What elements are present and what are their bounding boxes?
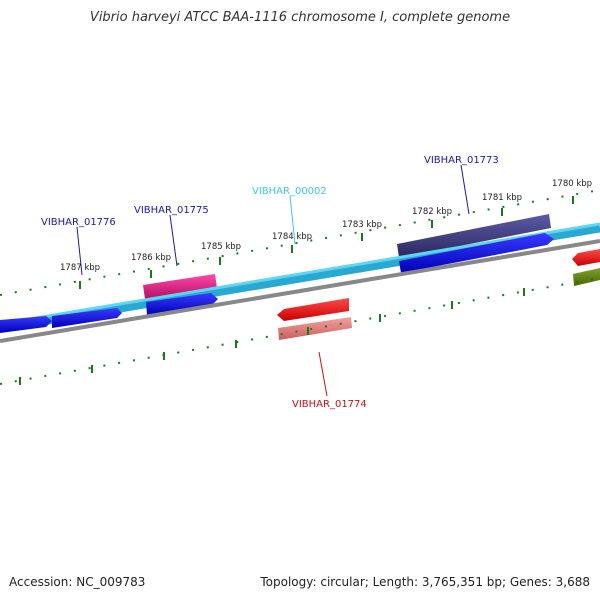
kbp-label: 1784 kbp (272, 232, 312, 242)
gene-callout-vibhar-01774[interactable]: VIBHAR_01774 (292, 351, 367, 410)
olive-feature (573, 268, 600, 286)
trna-feature (143, 274, 217, 299)
gene-callout-vibhar-00002[interactable]: VIBHAR_00002 (252, 186, 327, 245)
kbp-label: 1782 kbp (412, 207, 452, 217)
cds-arrow (52, 308, 122, 328)
kbp-label: 1780 kbp (552, 179, 592, 189)
cds-arrow-reverse (277, 298, 349, 321)
outer-tick-ring (0, 189, 600, 296)
gene-label: VIBHAR_01774 (292, 399, 367, 410)
kbp-label: 1783 kbp (342, 220, 382, 230)
inner-tick-ring (0, 277, 600, 385)
gene-label: VIBHAR_00002 (252, 186, 327, 197)
kbp-label: 1785 kbp (201, 242, 241, 252)
kbp-label: 1781 kbp (482, 193, 522, 203)
gene-callout-vibhar-01776[interactable]: VIBHAR_01776 (41, 217, 116, 276)
genome-summary-text: Topology: circular; Length: 3,765,351 bp… (260, 575, 590, 589)
reverse-cds-track (277, 249, 600, 340)
gene-label: VIBHAR_01776 (41, 217, 116, 228)
gene-label: VIBHAR_01775 (134, 205, 209, 216)
cds-arrow (399, 233, 554, 273)
gene-callout-vibhar-01773[interactable]: VIBHAR_01773 (424, 155, 499, 215)
kbp-labels: 1787 kbp 1786 kbp 1785 kbp 1784 kbp 1783… (60, 179, 592, 273)
accession-text: Accession: NC_009783 (9, 575, 146, 589)
rrna-feature (397, 214, 551, 258)
cds-arrow (0, 316, 52, 333)
kbp-label: 1787 kbp (60, 263, 100, 273)
cds-arrow-reverse (572, 249, 600, 266)
gene-label: VIBHAR_01773 (424, 155, 499, 166)
map-title: Vibrio harveyi ATCC BAA-1116 chromosome … (89, 10, 511, 25)
forward-cds-track (0, 233, 554, 333)
cds-arrow (146, 293, 218, 315)
gc-track (0, 239, 600, 343)
rrna-feature-reverse (278, 317, 352, 340)
kbp-label: 1786 kbp (131, 253, 171, 263)
gene-callout-vibhar-01775[interactable]: VIBHAR_01775 (134, 205, 209, 267)
